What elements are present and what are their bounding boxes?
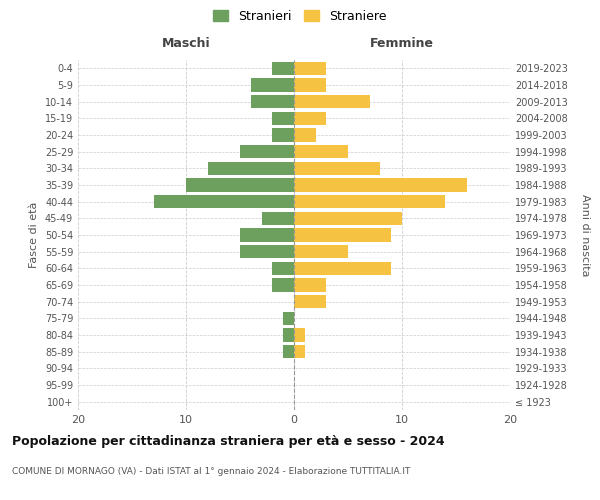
Bar [294,345,305,358]
Bar [294,262,391,275]
Bar [294,195,445,208]
Text: COMUNE DI MORNAGO (VA) - Dati ISTAT al 1° gennaio 2024 - Elaborazione TUTTITALIA: COMUNE DI MORNAGO (VA) - Dati ISTAT al 1… [12,468,410,476]
Bar [272,278,294,291]
Bar [294,245,348,258]
Bar [186,178,294,192]
Legend: Stranieri, Straniere: Stranieri, Straniere [209,6,391,26]
Bar [240,228,294,241]
Bar [272,128,294,141]
Bar [240,145,294,158]
Bar [294,212,402,225]
Bar [208,162,294,175]
Text: Maschi: Maschi [161,37,211,50]
Bar [294,328,305,342]
Bar [251,78,294,92]
Bar [294,145,348,158]
Bar [251,95,294,108]
Bar [294,112,326,125]
Bar [283,328,294,342]
Bar [272,112,294,125]
Text: Popolazione per cittadinanza straniera per età e sesso - 2024: Popolazione per cittadinanza straniera p… [12,435,445,448]
Bar [294,228,391,241]
Bar [294,178,467,192]
Bar [240,245,294,258]
Text: Femmine: Femmine [370,37,434,50]
Bar [294,278,326,291]
Bar [283,345,294,358]
Bar [294,128,316,141]
Bar [154,195,294,208]
Bar [272,262,294,275]
Bar [294,162,380,175]
Y-axis label: Anni di nascita: Anni di nascita [580,194,590,276]
Bar [262,212,294,225]
Bar [294,295,326,308]
Bar [294,78,326,92]
Bar [294,62,326,75]
Y-axis label: Fasce di età: Fasce di età [29,202,39,268]
Bar [283,312,294,325]
Bar [272,62,294,75]
Bar [294,95,370,108]
